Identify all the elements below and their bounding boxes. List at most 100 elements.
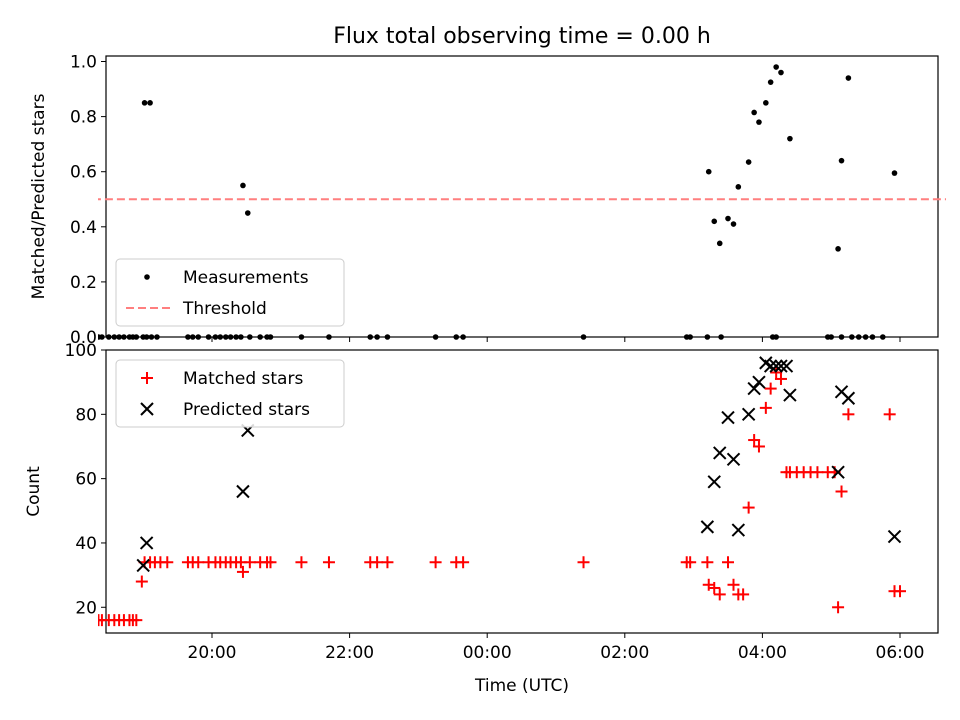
- matched-star-marker: [192, 556, 205, 569]
- y-tick-label: 80: [75, 405, 97, 425]
- matched-star-marker: [264, 556, 277, 569]
- matched-star-marker: [130, 614, 143, 627]
- predicted-star-marker: [831, 465, 845, 479]
- measurement-point: [787, 135, 793, 142]
- predicted-star-marker: [139, 536, 154, 550]
- measurement-point: [751, 109, 757, 116]
- matched-star-marker: [764, 382, 777, 395]
- x-b: [887, 529, 902, 544]
- matched-star-marker: [684, 556, 697, 569]
- measurement-point: [212, 334, 219, 340]
- x-b: [707, 475, 721, 489]
- y-tick-label: 1.0: [70, 53, 97, 73]
- matched-star-marker: [429, 556, 442, 569]
- measurement-point: [244, 210, 251, 216]
- x-b: [741, 407, 756, 422]
- measurement-point: [121, 334, 127, 340]
- matched-star-marker: [774, 372, 787, 385]
- legend-entry: Threshold: [182, 299, 267, 319]
- measurement-point: [778, 69, 784, 76]
- predicted-star-marker: [887, 529, 902, 544]
- matched-star-marker: [457, 556, 470, 569]
- matched-star-marker: [842, 408, 855, 421]
- predicted-star-marker: [774, 359, 788, 373]
- measurement-point: [133, 334, 140, 340]
- predicted-star-marker: [707, 475, 721, 489]
- matched-star-marker: [135, 575, 148, 588]
- measurement-point: [725, 215, 731, 222]
- measurement-point: [845, 75, 852, 81]
- y-tick-label: 0.0: [70, 328, 97, 348]
- x-tick-label: 04:00: [738, 643, 787, 663]
- matched-star-marker: [742, 501, 755, 514]
- axes-frame: [105, 55, 939, 338]
- measurement-point: [891, 170, 898, 176]
- measurement-point: [222, 334, 229, 340]
- measurement-point: [233, 334, 239, 340]
- x-b: [841, 391, 856, 405]
- legend-measurement-swatch: [144, 274, 150, 280]
- measurement-point: [880, 334, 886, 340]
- measurement-point: [849, 334, 855, 340]
- matched-star-marker: [727, 578, 740, 591]
- chart-title: Flux total observing time = 0.00 h: [333, 24, 711, 49]
- matched-star-marker: [722, 556, 734, 569]
- matched-star-marker: [835, 485, 848, 498]
- measurement-point: [687, 334, 693, 340]
- legend-box: [115, 258, 345, 327]
- predicted-star-marker: [783, 388, 797, 402]
- x-b: [763, 359, 778, 373]
- measurement-point: [763, 100, 769, 106]
- x-b: [721, 410, 735, 425]
- measurement-point: [828, 334, 834, 340]
- predicted-star-marker: [741, 407, 756, 422]
- series-group: [98, 64, 946, 340]
- x-b: [769, 359, 783, 373]
- x-tick-label: 06:00: [876, 643, 925, 663]
- measurement-point: [384, 334, 391, 340]
- x-b: [759, 356, 773, 370]
- measurement-point: [195, 334, 202, 340]
- x-tick-label: 00:00: [463, 643, 512, 663]
- measurement-point: [718, 334, 724, 340]
- x-b: [713, 446, 727, 460]
- measurement-point: [147, 100, 153, 106]
- measurement-point: [326, 334, 332, 340]
- legend: Measurements Threshold: [115, 258, 345, 327]
- predicted-star-marker: [763, 359, 778, 373]
- x-b: [700, 520, 715, 534]
- x-tick-label: 02:00: [600, 643, 649, 663]
- predicted-star-marker: [841, 391, 856, 405]
- predicted-star-marker: [700, 520, 715, 534]
- matched-star-marker: [737, 588, 750, 601]
- measurement-point: [111, 334, 118, 340]
- y-tick-label: 100: [65, 341, 97, 361]
- measurement-point: [185, 334, 191, 340]
- matched-star-marker: [894, 585, 906, 598]
- measurement-point: [217, 334, 224, 340]
- measurement-point: [705, 168, 712, 175]
- measurement-point: [745, 159, 752, 165]
- measurement-point: [869, 334, 876, 340]
- measurement-point: [116, 334, 122, 340]
- measurement-point: [460, 334, 466, 340]
- measurement-point: [189, 334, 196, 340]
- y-tick-label: 0.6: [70, 163, 97, 183]
- matched-star-marker: [748, 434, 761, 447]
- measurement-point: [756, 119, 762, 125]
- x-b: [779, 359, 794, 373]
- measurement-point: [862, 334, 869, 340]
- y-tick-label: 40: [75, 534, 97, 554]
- measurement-point: [106, 334, 112, 340]
- matched-star-marker: [759, 401, 772, 414]
- matched-star-marker: [371, 556, 384, 569]
- measurement-point: [716, 240, 723, 247]
- measurement-point: [855, 334, 862, 340]
- predicted-star-marker: [769, 359, 783, 373]
- measurement-point: [432, 334, 439, 340]
- predicted-star-marker: [726, 452, 741, 467]
- measurement-point: [257, 334, 263, 340]
- measurement-point: [247, 334, 253, 340]
- measurement-point: [99, 334, 105, 340]
- legend-entry: Matched stars: [183, 369, 303, 389]
